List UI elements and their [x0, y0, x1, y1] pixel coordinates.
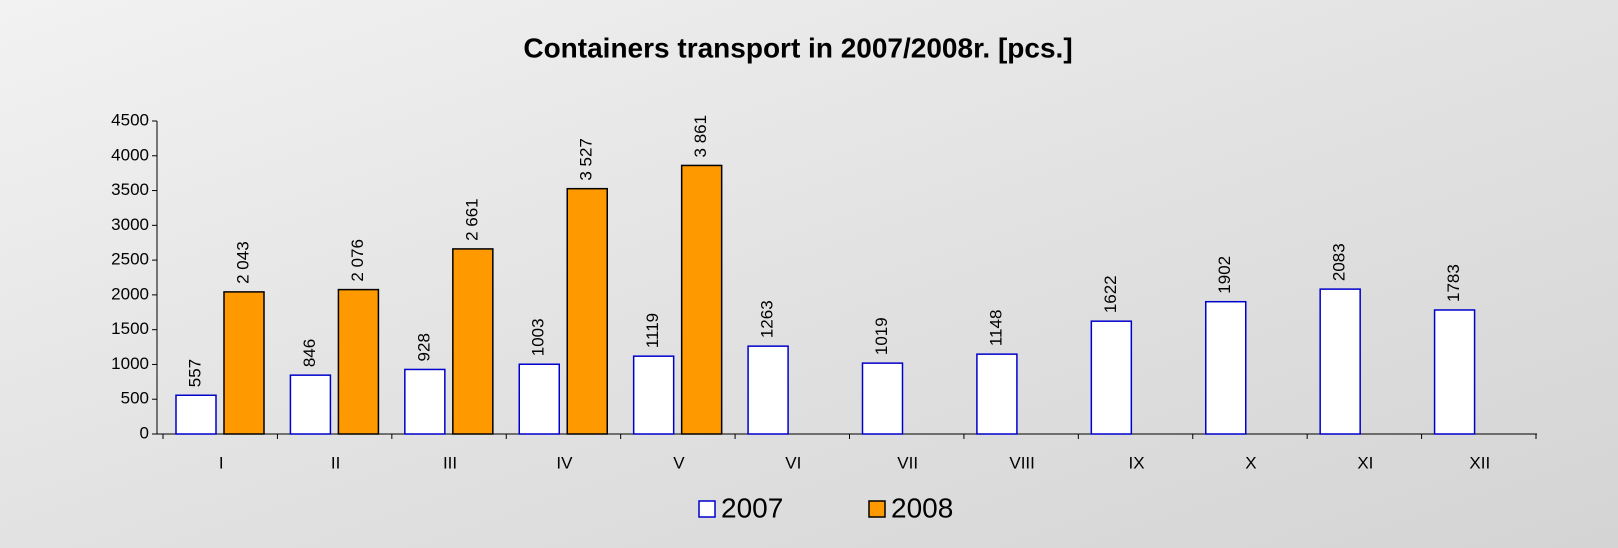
x-tick-label: IV [556, 453, 573, 472]
bar [1091, 321, 1131, 434]
value-label: 1622 [1101, 275, 1120, 313]
value-label: 1003 [529, 318, 548, 356]
x-tick-label: XII [1469, 453, 1490, 472]
x-tick-label: VIII [1009, 453, 1035, 472]
value-label: 2083 [1330, 243, 1349, 281]
x-tick-label: II [331, 453, 340, 472]
page: {"chart_data": {"type": "bar", "title": … [0, 0, 1618, 548]
x-tick-label: I [219, 453, 224, 472]
y-tick-label: 3500 [111, 180, 149, 199]
bar [682, 165, 722, 434]
y-tick-label: 0 [140, 423, 149, 442]
x-tick-label: IX [1129, 453, 1145, 472]
value-label: 3 527 [577, 138, 596, 181]
bar [1320, 289, 1360, 434]
value-label: 846 [300, 339, 319, 367]
value-label: 1902 [1215, 256, 1234, 294]
value-label: 557 [185, 359, 204, 387]
bar [453, 249, 493, 434]
bar [567, 189, 607, 434]
y-tick-label: 2000 [111, 284, 149, 303]
y-tick-label: 500 [121, 389, 149, 408]
x-tick-label: VI [785, 453, 801, 472]
bar [290, 375, 330, 434]
y-tick-label: 1500 [111, 319, 149, 338]
value-label: 1148 [986, 310, 1005, 347]
y-tick-label: 1000 [111, 354, 149, 373]
value-label: 1119 [643, 313, 662, 348]
bar [863, 363, 903, 434]
x-tick-label: VII [897, 453, 918, 472]
y-tick-label: 2500 [111, 250, 149, 269]
legend-label: 2007 [721, 492, 783, 523]
chart-title: Containers transport in 2007/2008r. [pcs… [523, 32, 1072, 63]
bar [176, 395, 216, 434]
bar [977, 354, 1017, 434]
bar [748, 346, 788, 434]
value-label: 2 661 [462, 198, 481, 241]
legend-label: 2008 [891, 492, 953, 523]
value-label: 1019 [872, 317, 891, 355]
bar [634, 356, 674, 434]
legend-swatch [699, 501, 715, 517]
legend-swatch [869, 501, 885, 517]
bar [405, 369, 445, 434]
y-tick-label: 4000 [111, 145, 149, 164]
value-label: 3 861 [691, 115, 710, 158]
y-tick-label: 4500 [111, 110, 149, 129]
value-label: 2 076 [348, 239, 367, 282]
value-label: 1263 [758, 300, 777, 338]
y-tick-label: 3000 [111, 215, 149, 234]
x-tick-label: XI [1357, 453, 1373, 472]
value-label: 2 043 [233, 241, 252, 284]
x-tick-label: X [1245, 453, 1256, 472]
value-label: 928 [414, 333, 433, 361]
bar [1206, 302, 1246, 434]
chart: Containers transport in 2007/2008r. [pcs… [0, 0, 1618, 548]
bar [519, 364, 559, 434]
value-label: 1783 [1444, 264, 1463, 302]
bar [338, 290, 378, 434]
x-tick-label: III [443, 453, 457, 472]
bar [1435, 310, 1475, 434]
bar [224, 292, 264, 434]
x-tick-label: V [673, 453, 685, 472]
